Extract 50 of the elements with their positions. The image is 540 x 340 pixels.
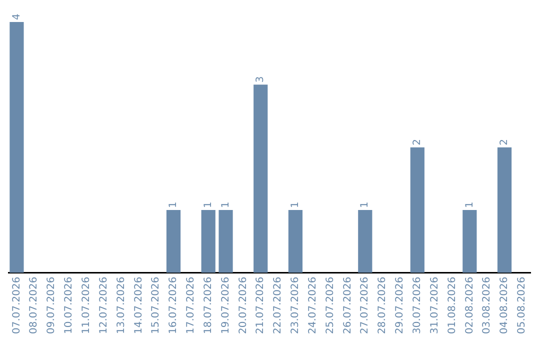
data-label: 1 <box>220 202 232 208</box>
x-tick-label: 29.07.2026 <box>394 276 406 334</box>
x-tick-label: 04.08.2026 <box>499 276 510 334</box>
x-tick-label: 13.07.2026 <box>116 276 127 334</box>
x-tick-label: 15.07.2026 <box>150 276 162 334</box>
x-tick-label: 14.07.2026 <box>133 276 144 334</box>
x-tick-label: 10.07.2026 <box>64 276 75 334</box>
x-tick-label: 08.07.2026 <box>28 276 40 334</box>
bar <box>254 84 268 273</box>
data-label: 1 <box>290 202 302 208</box>
x-tick-label: 11.07.2026 <box>80 276 92 334</box>
x-tick-label: 31.07.2026 <box>429 276 440 334</box>
x-tick-label: 27.07.2026 <box>360 276 371 334</box>
bar <box>288 210 303 273</box>
x-tick-label: 17.07.2026 <box>186 276 197 334</box>
data-label: 1 <box>202 202 214 208</box>
x-tick-label: 20.07.2026 <box>238 276 249 334</box>
x-tick-label: 01.08.2026 <box>446 276 458 334</box>
data-label: 1 <box>464 202 476 208</box>
x-tick-label: 30.07.2026 <box>412 276 423 334</box>
data-label: 3 <box>255 76 266 83</box>
x-tick-label: 24.07.2026 <box>307 276 318 334</box>
x-tick-label: 18.07.2026 <box>202 276 214 334</box>
bar <box>410 147 424 273</box>
data-label: 1 <box>168 202 180 208</box>
bar <box>497 147 512 273</box>
data-label: 1 <box>360 202 371 208</box>
x-tick-label: 21.07.2026 <box>255 276 266 334</box>
bar <box>166 210 181 273</box>
data-label: 2 <box>412 138 423 146</box>
x-tick-label: 05.08.2026 <box>516 276 528 334</box>
x-tick-label: 12.07.2026 <box>98 276 110 334</box>
x-tick-label: 03.08.2026 <box>482 276 493 334</box>
bar <box>10 22 24 273</box>
data-label: 4 <box>11 14 22 20</box>
x-tick-label: 19.07.2026 <box>220 276 232 334</box>
x-tick-label: 28.07.2026 <box>377 276 388 334</box>
bar <box>218 210 233 273</box>
x-tick-label: 22.07.2026 <box>272 276 284 334</box>
x-tick-label: 02.08.2026 <box>464 276 476 334</box>
x-tick-label: 25.07.2026 <box>324 276 336 334</box>
bar <box>358 210 372 273</box>
x-tick-label: 16.07.2026 <box>168 276 180 334</box>
x-tick-label: 09.07.2026 <box>46 276 58 334</box>
bar <box>201 210 216 273</box>
x-tick-label: 26.07.2026 <box>342 276 354 334</box>
data-label: 2 <box>499 138 510 146</box>
bar <box>462 210 477 273</box>
x-tick-label: 23.07.2026 <box>290 276 302 334</box>
x-tick-label: 07.07.2026 <box>11 276 22 334</box>
